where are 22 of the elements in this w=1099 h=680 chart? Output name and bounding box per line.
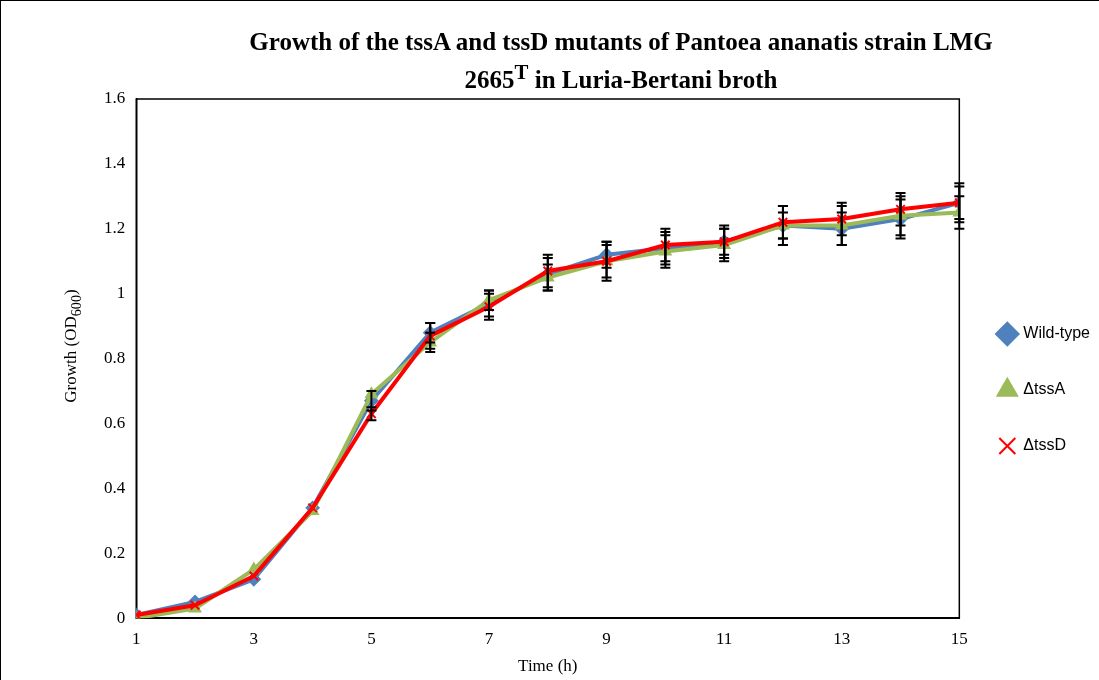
- y-tick-label: 0.4: [104, 477, 126, 497]
- x-tick-label: 1: [132, 628, 141, 648]
- y-tick-label: 1.2: [104, 218, 126, 238]
- x-tick-label: 3: [249, 628, 259, 648]
- y-tick-label: 1: [116, 283, 126, 303]
- x-tick-label: 5: [367, 628, 376, 648]
- legend-label: Wild-type: [1023, 324, 1091, 342]
- legend-label: ΔtssA: [1023, 380, 1066, 398]
- x-tick-label: 9: [602, 628, 611, 648]
- x-tick-label: 11: [715, 628, 733, 648]
- x-tick-label: 13: [833, 628, 851, 648]
- legend-label: ΔtssD: [1023, 436, 1067, 454]
- y-tick-label: 0: [116, 607, 126, 627]
- y-tick-label: 0.8: [104, 348, 126, 368]
- y-tick-label: 0.2: [104, 542, 126, 562]
- y-tick-label: 1.4: [104, 153, 126, 173]
- y-tick-label: 1.6: [104, 88, 126, 108]
- x-tick-label: 7: [484, 628, 494, 648]
- y-tick-label: 0.6: [104, 412, 126, 432]
- chart-title: Growth of the tssA and tssD mutants of Pantoea ananatis strain LMG 2665$^{T}$ in Luria-Bertani broth: [248, 27, 994, 96]
- x-axis-title: Time (h): [518, 656, 578, 676]
- x-tick-label: 15: [950, 628, 968, 648]
